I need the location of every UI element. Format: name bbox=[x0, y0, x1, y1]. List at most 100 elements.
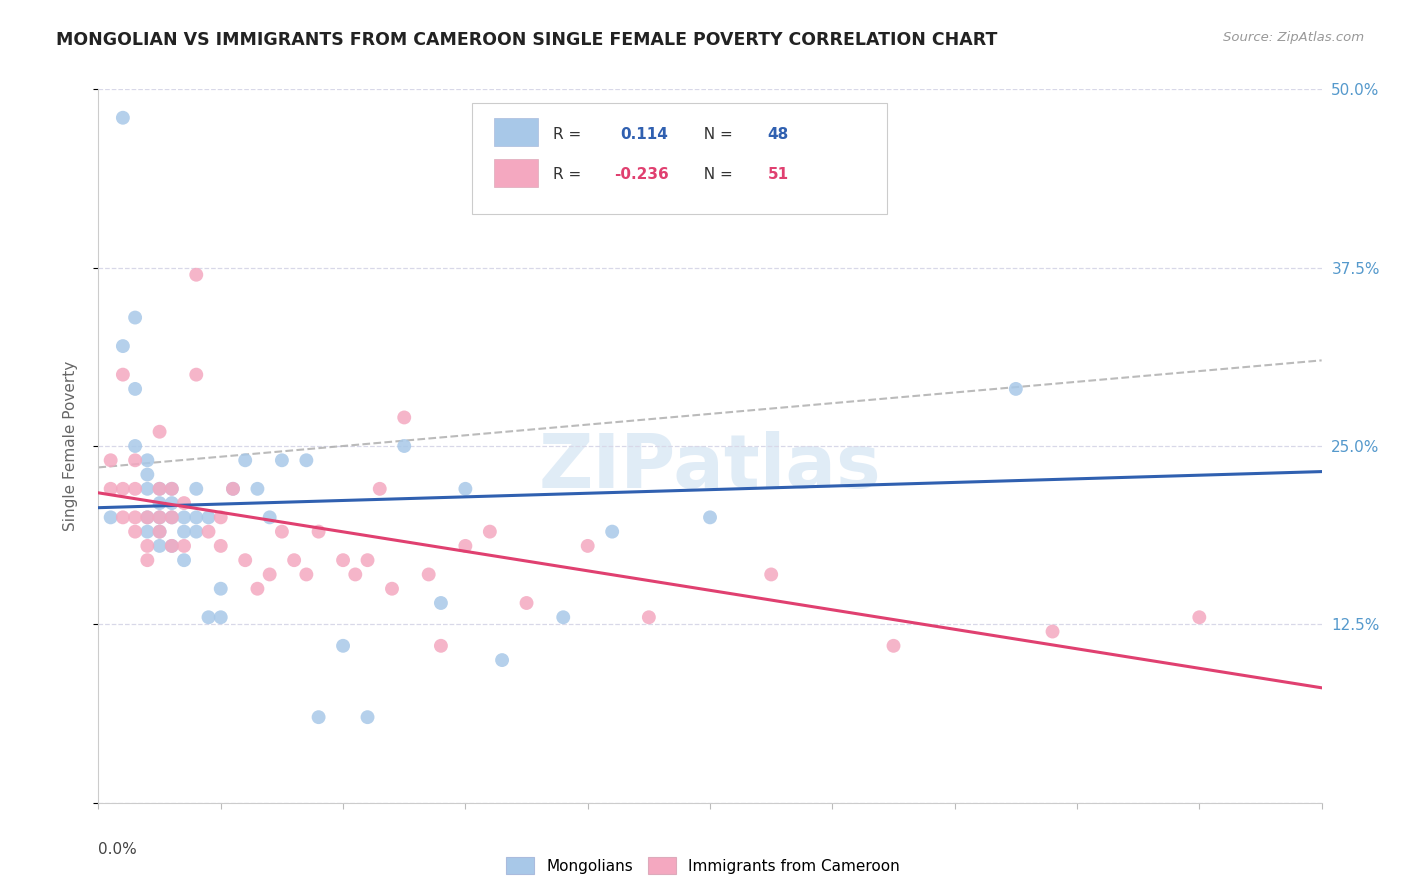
Point bbox=[883, 639, 905, 653]
Point bbox=[332, 553, 354, 567]
Point bbox=[136, 553, 159, 567]
Point bbox=[136, 467, 159, 482]
Point bbox=[222, 482, 245, 496]
Y-axis label: Single Female Poverty: Single Female Poverty bbox=[63, 361, 77, 531]
Point bbox=[553, 610, 575, 624]
Point bbox=[136, 453, 159, 467]
Text: ZIPatlas: ZIPatlas bbox=[538, 431, 882, 504]
Text: Source: ZipAtlas.com: Source: ZipAtlas.com bbox=[1223, 31, 1364, 45]
Point bbox=[259, 510, 281, 524]
Point bbox=[173, 539, 195, 553]
Text: 0.114: 0.114 bbox=[620, 127, 669, 142]
Point bbox=[124, 310, 146, 325]
Point bbox=[160, 510, 183, 524]
Point bbox=[295, 567, 318, 582]
Point bbox=[149, 524, 172, 539]
Point bbox=[637, 610, 661, 624]
Point bbox=[124, 482, 146, 496]
Point bbox=[111, 111, 134, 125]
Point bbox=[454, 482, 477, 496]
Point bbox=[136, 524, 159, 539]
Point bbox=[124, 524, 146, 539]
Point bbox=[149, 482, 172, 496]
Point bbox=[418, 567, 440, 582]
Point bbox=[356, 553, 378, 567]
Point bbox=[149, 539, 172, 553]
Point bbox=[160, 510, 183, 524]
Point bbox=[136, 510, 159, 524]
Point bbox=[124, 382, 146, 396]
Point bbox=[124, 439, 146, 453]
Point bbox=[149, 425, 172, 439]
Point bbox=[478, 524, 501, 539]
Point bbox=[173, 524, 195, 539]
Text: R =: R = bbox=[554, 168, 586, 182]
Point bbox=[186, 268, 208, 282]
Point bbox=[173, 553, 195, 567]
Point bbox=[209, 610, 232, 624]
Point bbox=[160, 482, 183, 496]
Point bbox=[160, 496, 183, 510]
Point bbox=[149, 496, 172, 510]
Point bbox=[111, 339, 134, 353]
Point bbox=[1188, 610, 1211, 624]
Point bbox=[100, 510, 122, 524]
Point bbox=[392, 439, 416, 453]
Text: R =: R = bbox=[554, 127, 586, 142]
Point bbox=[356, 710, 378, 724]
Point bbox=[160, 482, 183, 496]
Point bbox=[111, 482, 134, 496]
Text: N =: N = bbox=[695, 127, 738, 142]
Point bbox=[699, 510, 721, 524]
Point bbox=[430, 596, 453, 610]
Point bbox=[160, 539, 183, 553]
Point bbox=[149, 510, 172, 524]
Point bbox=[283, 553, 305, 567]
Point bbox=[124, 510, 146, 524]
Point bbox=[173, 510, 195, 524]
Point bbox=[392, 410, 416, 425]
Point bbox=[332, 639, 354, 653]
Point bbox=[270, 453, 292, 467]
Point bbox=[845, 168, 868, 182]
Point bbox=[344, 567, 367, 582]
FancyBboxPatch shape bbox=[471, 103, 887, 214]
Point bbox=[111, 510, 134, 524]
Point bbox=[160, 539, 183, 553]
Point bbox=[368, 482, 391, 496]
Text: 0.0%: 0.0% bbox=[98, 842, 138, 857]
Point bbox=[600, 524, 623, 539]
FancyBboxPatch shape bbox=[494, 159, 537, 187]
Point bbox=[516, 596, 538, 610]
Point bbox=[186, 368, 208, 382]
Point bbox=[759, 567, 782, 582]
Text: 51: 51 bbox=[768, 168, 789, 182]
Point bbox=[491, 653, 513, 667]
FancyBboxPatch shape bbox=[494, 119, 537, 146]
Point bbox=[233, 453, 256, 467]
Point bbox=[100, 453, 122, 467]
Point bbox=[233, 553, 256, 567]
Point bbox=[111, 368, 134, 382]
Point bbox=[197, 510, 219, 524]
Text: MONGOLIAN VS IMMIGRANTS FROM CAMEROON SINGLE FEMALE POVERTY CORRELATION CHART: MONGOLIAN VS IMMIGRANTS FROM CAMEROON SI… bbox=[56, 31, 998, 49]
Point bbox=[186, 510, 208, 524]
Point bbox=[270, 524, 292, 539]
Point bbox=[1004, 382, 1026, 396]
Point bbox=[149, 524, 172, 539]
Point bbox=[100, 482, 122, 496]
Point bbox=[136, 539, 159, 553]
Point bbox=[149, 482, 172, 496]
Point bbox=[197, 524, 219, 539]
Point bbox=[136, 510, 159, 524]
Point bbox=[295, 453, 318, 467]
Point bbox=[1042, 624, 1064, 639]
Text: N =: N = bbox=[695, 168, 738, 182]
Point bbox=[576, 539, 599, 553]
Point bbox=[381, 582, 404, 596]
Point bbox=[308, 710, 330, 724]
Point bbox=[246, 582, 269, 596]
Point bbox=[124, 453, 146, 467]
Point bbox=[186, 524, 208, 539]
Point bbox=[209, 510, 232, 524]
